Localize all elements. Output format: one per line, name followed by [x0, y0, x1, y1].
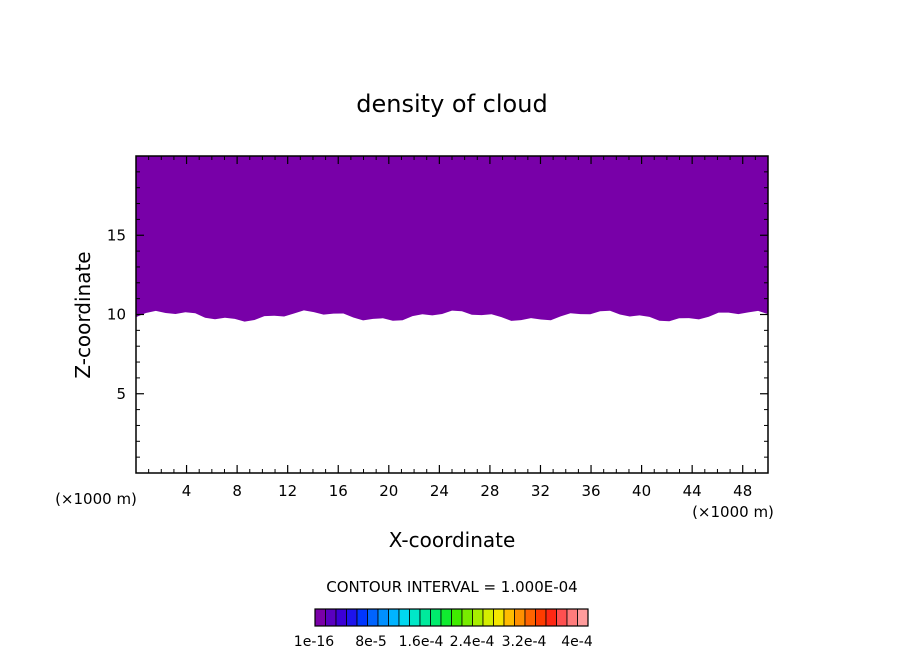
contour-interval-text: CONTOUR INTERVAL = 1.000E-04 — [326, 578, 577, 596]
colorbar-swatch — [314, 608, 326, 627]
colorbar-swatch — [325, 608, 337, 627]
colorbar-swatch — [430, 608, 442, 627]
colorbar-swatch — [398, 608, 410, 627]
colorbar-swatch — [356, 608, 368, 627]
x-axis-label: X-coordinate — [389, 528, 516, 552]
colorbar-swatch — [482, 608, 494, 627]
x-tick-label: 32 — [531, 482, 550, 500]
x-tick-label: 16 — [329, 482, 348, 500]
colorbar-swatch — [461, 608, 473, 627]
x-tick-label: 28 — [480, 482, 499, 500]
colorbar-frame — [314, 608, 589, 627]
chart-title: density of cloud — [356, 90, 547, 118]
colorbar-swatch — [377, 608, 389, 627]
x-tick-label: 44 — [683, 482, 702, 500]
y-tick-label: 15 — [107, 226, 126, 244]
x-tick-label: 36 — [581, 482, 600, 500]
x-unit-left: (×1000 m) — [55, 490, 137, 508]
colorbar-swatch — [545, 608, 557, 627]
colorbar-swatch — [577, 608, 589, 627]
y-tick-label: 5 — [116, 385, 126, 403]
x-tick-label: 24 — [430, 482, 449, 500]
colorbar-swatch — [535, 608, 547, 627]
colorbar-label: 2.4e-4 — [450, 634, 495, 650]
x-tick-label: 12 — [278, 482, 297, 500]
colorbar-swatch — [367, 608, 379, 627]
colorbar-label: 8e-5 — [355, 634, 386, 650]
colorbar-label: 3.2e-4 — [502, 634, 547, 650]
colorbar-swatch — [388, 608, 400, 627]
x-tick-label: 8 — [232, 482, 242, 500]
colorbar-label: 1.6e-4 — [399, 634, 444, 650]
contour-band — [136, 156, 768, 322]
x-unit-right: (×1000 m) — [692, 503, 774, 521]
x-tick-label: 4 — [182, 482, 192, 500]
colorbar-swatch — [409, 608, 421, 627]
colorbar-swatch — [524, 608, 536, 627]
colorbar-swatch — [556, 608, 568, 627]
colorbar-swatch — [493, 608, 505, 627]
colorbar: 1e-16 8e-5 1.6e-4 2.4e-4 3.2e-4 4e-4 — [294, 608, 593, 650]
x-tick-label: 40 — [632, 482, 651, 500]
colorbar-swatch — [514, 608, 526, 627]
y-axis-label: Z-coordinate — [71, 251, 95, 378]
colorbar-swatch — [472, 608, 484, 627]
colorbar-swatch — [346, 608, 358, 627]
colorbar-swatch — [503, 608, 515, 627]
colorbar-swatch — [440, 608, 452, 627]
colorbar-swatch — [419, 608, 431, 627]
x-tick-label: 20 — [379, 482, 398, 500]
colorbar-label: 4e-4 — [561, 634, 593, 650]
y-tick-label: 10 — [107, 306, 126, 324]
colorbar-swatch — [335, 608, 347, 627]
colorbar-label: 1e-16 — [294, 634, 334, 650]
colorbar-swatch — [451, 608, 463, 627]
colorbar-swatch — [566, 608, 578, 627]
x-tick-label: 48 — [733, 482, 752, 500]
